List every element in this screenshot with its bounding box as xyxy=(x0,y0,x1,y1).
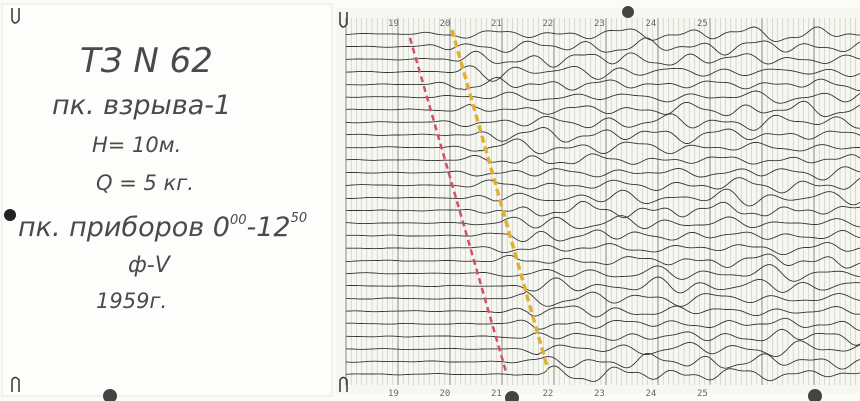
time-mark: 21 xyxy=(491,389,502,399)
shot-point: пк. взрыва-1 xyxy=(52,90,231,121)
receivers: пк. приборов 000-1250 xyxy=(18,211,307,243)
trace xyxy=(346,290,860,307)
trace xyxy=(345,365,860,382)
punch-hole xyxy=(808,389,822,401)
corner-mark xyxy=(11,376,20,392)
trace xyxy=(346,37,860,56)
charge: Q = 5 кг. xyxy=(96,171,194,195)
time-mark: 25 xyxy=(697,19,708,29)
trace xyxy=(345,352,860,370)
trace xyxy=(345,127,860,144)
trace xyxy=(346,77,860,92)
time-marks: 19 20 21 22 23 24 25 19 20 21 22 23 24 25 xyxy=(388,19,708,399)
time-mark: 25 xyxy=(697,389,708,399)
punch-hole xyxy=(505,391,519,401)
trace xyxy=(345,177,860,194)
trace xyxy=(345,242,860,256)
first-arrival-red xyxy=(408,37,508,373)
time-mark: 22 xyxy=(543,389,554,399)
punch-hole xyxy=(4,209,16,221)
receivers-range: -12 xyxy=(247,212,291,243)
trace xyxy=(346,166,860,181)
trace xyxy=(345,215,860,230)
time-mark: 20 xyxy=(440,389,451,399)
year: 1959г. xyxy=(96,289,167,313)
trace xyxy=(345,264,860,282)
receivers-text: пк. приборов 0 xyxy=(18,212,230,243)
receivers-sup: 00 xyxy=(230,213,247,228)
trace xyxy=(346,201,860,219)
trace xyxy=(345,188,860,207)
card-title: ТЗ N 62 xyxy=(80,41,213,81)
trace xyxy=(345,328,860,346)
trace xyxy=(346,113,860,131)
trace xyxy=(345,50,860,68)
trace xyxy=(346,276,860,294)
trace xyxy=(346,153,860,165)
time-mark: 20 xyxy=(440,19,451,29)
time-mark: 23 xyxy=(594,19,605,29)
seismogram-paper xyxy=(336,8,860,393)
time-mark: 21 xyxy=(491,19,502,29)
filter: ф-V xyxy=(128,253,172,278)
time-mark: 23 xyxy=(594,389,605,399)
trace xyxy=(345,340,860,358)
corner-mark xyxy=(339,376,348,392)
trace xyxy=(345,317,860,331)
trace xyxy=(346,65,860,82)
time-mark: 24 xyxy=(646,389,657,399)
corner-mark xyxy=(11,8,20,24)
label-card xyxy=(1,3,333,397)
depth: Н= 10м. xyxy=(92,133,181,157)
first-arrival-yellow xyxy=(450,29,550,371)
trace xyxy=(345,90,860,104)
trace xyxy=(346,229,860,243)
traces xyxy=(345,26,860,382)
punch-hole xyxy=(103,389,117,401)
time-mark: 22 xyxy=(543,19,554,29)
receivers-sup: 50 xyxy=(291,211,308,226)
trace xyxy=(346,138,860,155)
time-mark: 24 xyxy=(646,19,657,29)
time-mark: 19 xyxy=(388,389,399,399)
corner-mark xyxy=(339,12,348,28)
trace xyxy=(345,26,860,43)
trace xyxy=(346,253,860,269)
time-mark: 19 xyxy=(388,19,399,29)
punch-hole xyxy=(622,6,634,18)
trace xyxy=(345,305,860,318)
